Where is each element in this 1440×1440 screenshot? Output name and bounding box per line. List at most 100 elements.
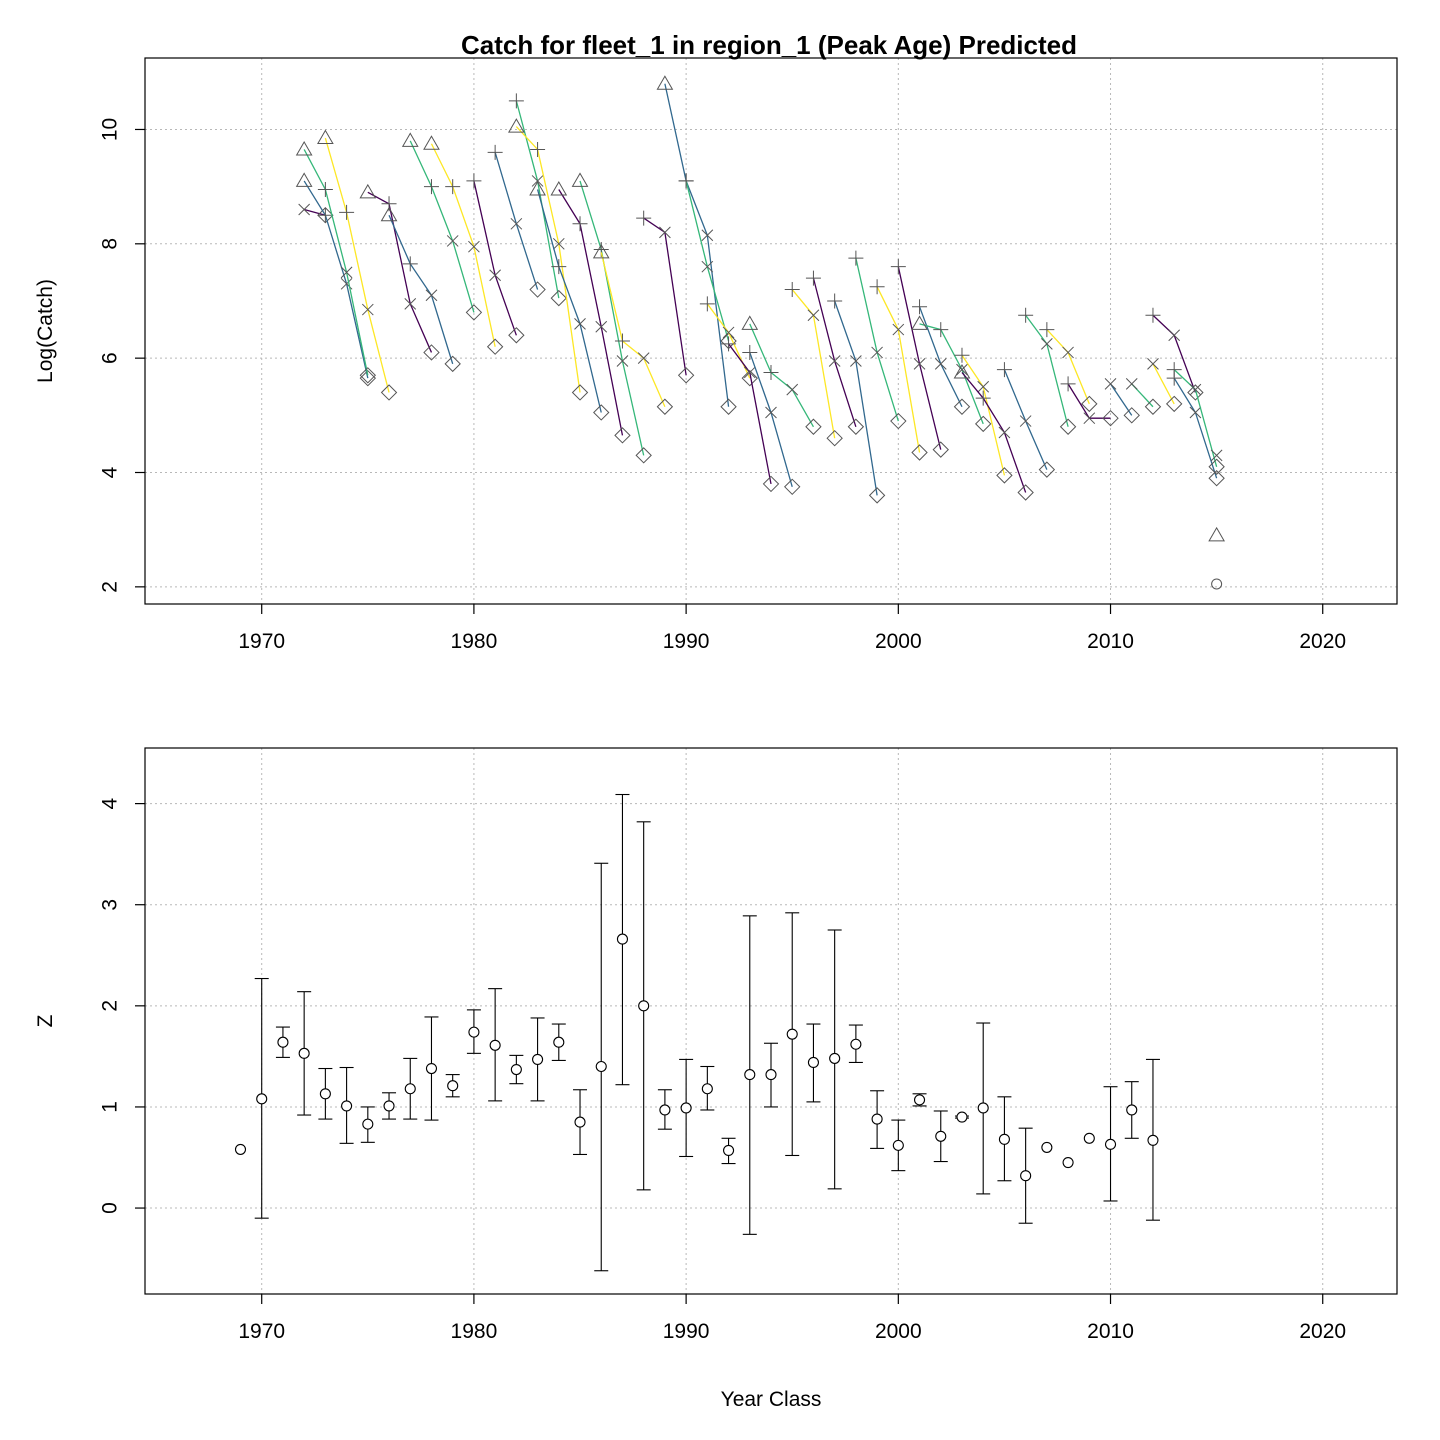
x-point bbox=[574, 317, 586, 330]
z-point bbox=[657, 1089, 672, 1130]
diamond-point bbox=[529, 281, 546, 298]
diamond-point bbox=[741, 369, 758, 387]
diamond-point bbox=[911, 444, 928, 461]
catch-series-line bbox=[834, 300, 878, 496]
triangle-point bbox=[423, 135, 440, 150]
diamond-point bbox=[1123, 407, 1140, 424]
z-point bbox=[700, 1065, 715, 1111]
catch-series bbox=[996, 362, 1056, 478]
plot-frame bbox=[144, 747, 1398, 1295]
catch-series bbox=[741, 315, 822, 435]
catch-series bbox=[529, 180, 610, 421]
z-marker bbox=[404, 1083, 416, 1095]
z-marker bbox=[510, 1063, 522, 1076]
catch-series bbox=[1210, 449, 1223, 462]
catch-series-line bbox=[1173, 369, 1218, 467]
catch-series bbox=[636, 210, 695, 384]
plus-point bbox=[572, 216, 588, 232]
catch-series bbox=[1104, 378, 1140, 424]
diamond-point bbox=[593, 404, 610, 421]
triangle-point bbox=[656, 75, 674, 90]
x-point bbox=[1062, 346, 1074, 359]
y-tick-label: 2 bbox=[98, 581, 121, 593]
triangle-point bbox=[592, 243, 610, 259]
x-point bbox=[659, 226, 671, 239]
x-tick-label: 2010 bbox=[1087, 630, 1134, 653]
diamond-point bbox=[465, 304, 483, 321]
z-marker bbox=[701, 1083, 713, 1095]
x-point bbox=[722, 326, 735, 339]
z-marker bbox=[744, 1069, 756, 1081]
triangle-point bbox=[295, 172, 313, 187]
plus-point bbox=[890, 259, 906, 275]
z-marker bbox=[850, 1038, 862, 1050]
catch-series bbox=[954, 347, 1013, 484]
z-marker bbox=[892, 1139, 904, 1151]
plus-point bbox=[508, 93, 524, 109]
z-point bbox=[997, 1096, 1012, 1182]
x-tick-label: 1990 bbox=[663, 630, 710, 653]
x-tick-label: 2020 bbox=[1299, 630, 1346, 653]
z-marker bbox=[871, 1113, 883, 1125]
diamond-point bbox=[868, 487, 886, 504]
diamond-point bbox=[656, 398, 674, 415]
plus-point bbox=[848, 250, 864, 266]
x-tick-label: 2000 bbox=[875, 1320, 922, 1343]
triangle-point bbox=[529, 180, 546, 196]
catch-series bbox=[742, 344, 801, 496]
catch-series-line bbox=[961, 354, 1006, 476]
catch-series bbox=[317, 129, 398, 401]
plus-point bbox=[1018, 307, 1034, 323]
catch-series bbox=[805, 270, 865, 435]
diamond-point bbox=[1144, 398, 1162, 415]
z-marker bbox=[659, 1104, 671, 1116]
z-point bbox=[976, 1022, 991, 1195]
catch-panel: 1970 1980 1990 2000 2010 2020 2 4 6 8 10 Log(Catch) bbox=[34, 57, 1398, 653]
catch-series bbox=[401, 132, 483, 321]
diamond-point bbox=[932, 441, 949, 458]
catch-series-line bbox=[1109, 383, 1133, 416]
diamond-point bbox=[571, 384, 589, 401]
catch-series bbox=[1039, 322, 1098, 413]
z-marker bbox=[1020, 1170, 1032, 1182]
catch-series-line bbox=[643, 217, 687, 376]
diamond-point bbox=[890, 412, 907, 430]
z-marker bbox=[1147, 1134, 1159, 1146]
z-point bbox=[806, 1023, 821, 1103]
plus-point bbox=[869, 279, 885, 295]
catch-series-line bbox=[685, 180, 730, 342]
z-marker bbox=[383, 1100, 395, 1112]
z-point bbox=[382, 1092, 397, 1120]
z-marker bbox=[680, 1102, 692, 1114]
z-point bbox=[403, 1057, 418, 1120]
x-point bbox=[340, 277, 353, 290]
z-point bbox=[1145, 1058, 1160, 1221]
diamond-point bbox=[1102, 409, 1119, 427]
x-point bbox=[956, 363, 968, 376]
catch-series-line bbox=[558, 189, 624, 436]
x-point bbox=[510, 217, 523, 230]
x-tick-label: 1970 bbox=[238, 1320, 285, 1343]
diamond-point bbox=[635, 447, 652, 464]
z-point bbox=[1062, 1157, 1074, 1169]
z-marker bbox=[341, 1100, 353, 1112]
x-point bbox=[913, 358, 926, 370]
diamond-point bbox=[380, 384, 398, 401]
catch-series bbox=[869, 279, 928, 461]
x-tick-label: 2010 bbox=[1087, 1320, 1134, 1343]
plus-point bbox=[551, 259, 567, 275]
plus-point bbox=[912, 299, 928, 315]
catch-series-line bbox=[1003, 369, 1048, 470]
z-point bbox=[339, 1066, 354, 1144]
diamond-point bbox=[1187, 384, 1204, 401]
z-marker bbox=[298, 1047, 310, 1059]
x-point bbox=[871, 346, 883, 359]
catch-series bbox=[784, 282, 843, 447]
diamond-point bbox=[359, 367, 377, 384]
triangle-point bbox=[359, 183, 377, 199]
z-marker bbox=[277, 1036, 289, 1048]
diamond-point bbox=[847, 418, 865, 435]
plus-point bbox=[827, 293, 843, 309]
x-tick-label: 2020 bbox=[1299, 1320, 1346, 1343]
catch-series-line bbox=[579, 180, 645, 456]
